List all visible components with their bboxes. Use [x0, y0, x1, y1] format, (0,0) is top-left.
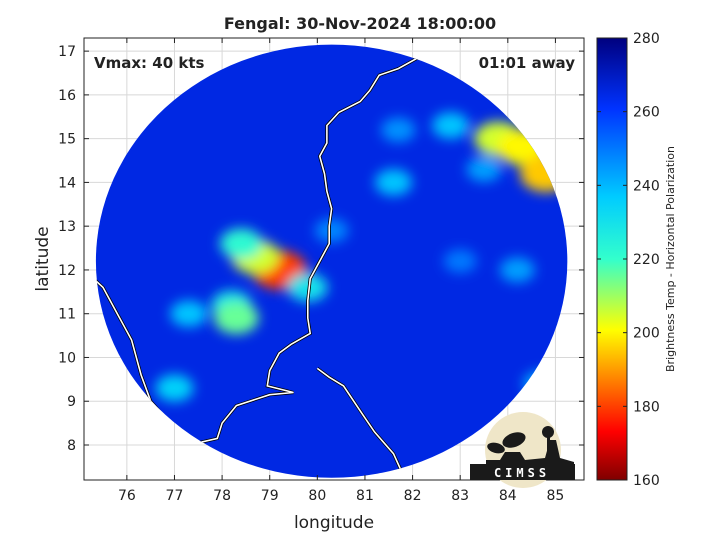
x-tick-label: 77 [166, 488, 184, 504]
srilanka-coast [316, 367, 407, 478]
y-tick-label: 10 [58, 350, 76, 366]
feature-layer [155, 112, 568, 402]
y-tick-label: 14 [58, 175, 76, 191]
colorbar [596, 37, 628, 481]
y-tick-label: 12 [58, 263, 76, 279]
brightness-feature [155, 374, 194, 402]
axis-ticks: 76 77 78 79 80 81 82 83 84 85 8 9 10 11 12 13 14 15 16 17 [58, 38, 584, 504]
colorbar-tick-label: 160 [633, 473, 660, 489]
colorbar-tick-label: 240 [633, 178, 660, 194]
y-tick-label: 17 [58, 44, 76, 60]
brightness-feature [314, 218, 349, 243]
colorbar-tick-label: 200 [633, 326, 660, 342]
x-tick-label: 85 [547, 488, 565, 504]
logo-text: CIMSS [494, 466, 550, 480]
vmax-label: Vmax: 40 kts [94, 54, 204, 72]
y-tick-label: 8 [67, 438, 76, 454]
brightness-feature [499, 257, 535, 283]
swath-image [95, 44, 568, 478]
y-tick-label: 9 [67, 394, 76, 410]
axes-frame [83, 37, 585, 481]
colorbar-tick-label: 180 [633, 399, 660, 415]
brightness-feature [170, 300, 208, 327]
colorbar-label: Brightness Temp - Horizontal Polarizatio… [664, 146, 677, 372]
x-tick-label: 76 [118, 488, 136, 504]
x-tick-label: 80 [308, 488, 326, 504]
x-tick-label: 79 [261, 488, 279, 504]
brightness-feature [213, 302, 259, 335]
brightness-feature [381, 117, 416, 143]
y-axis-label: latitude [33, 226, 53, 291]
y-tick-label: 16 [58, 88, 76, 104]
colorbar-tick-label: 260 [633, 105, 660, 121]
x-tick-label: 82 [404, 488, 422, 504]
y-tick-label: 15 [58, 132, 76, 148]
y-tick-label: 13 [58, 219, 76, 235]
x-tick-label: 83 [451, 488, 469, 504]
x-tick-label: 81 [356, 488, 374, 504]
x-tick-label: 78 [213, 488, 231, 504]
colorbar-tick-label: 280 [633, 31, 660, 47]
brightness-feature [466, 156, 502, 182]
away-label: 01:01 away [479, 54, 576, 72]
chart-title: Fengal: 30-Nov-2024 18:00:00 [224, 14, 496, 33]
x-axis-label: longitude [294, 513, 374, 533]
x-tick-label: 84 [499, 488, 517, 504]
y-tick-label: 11 [58, 307, 76, 323]
brightness-feature [374, 169, 413, 196]
colorbar-ticks: 160 180 200 220 240 260 280 [597, 31, 660, 489]
brightness-feature [219, 228, 263, 259]
brightness-feature [432, 112, 470, 139]
cimss-logo: CIMSS [470, 412, 575, 488]
brightness-feature [443, 249, 477, 273]
colorbar-tick-label: 220 [633, 252, 660, 268]
